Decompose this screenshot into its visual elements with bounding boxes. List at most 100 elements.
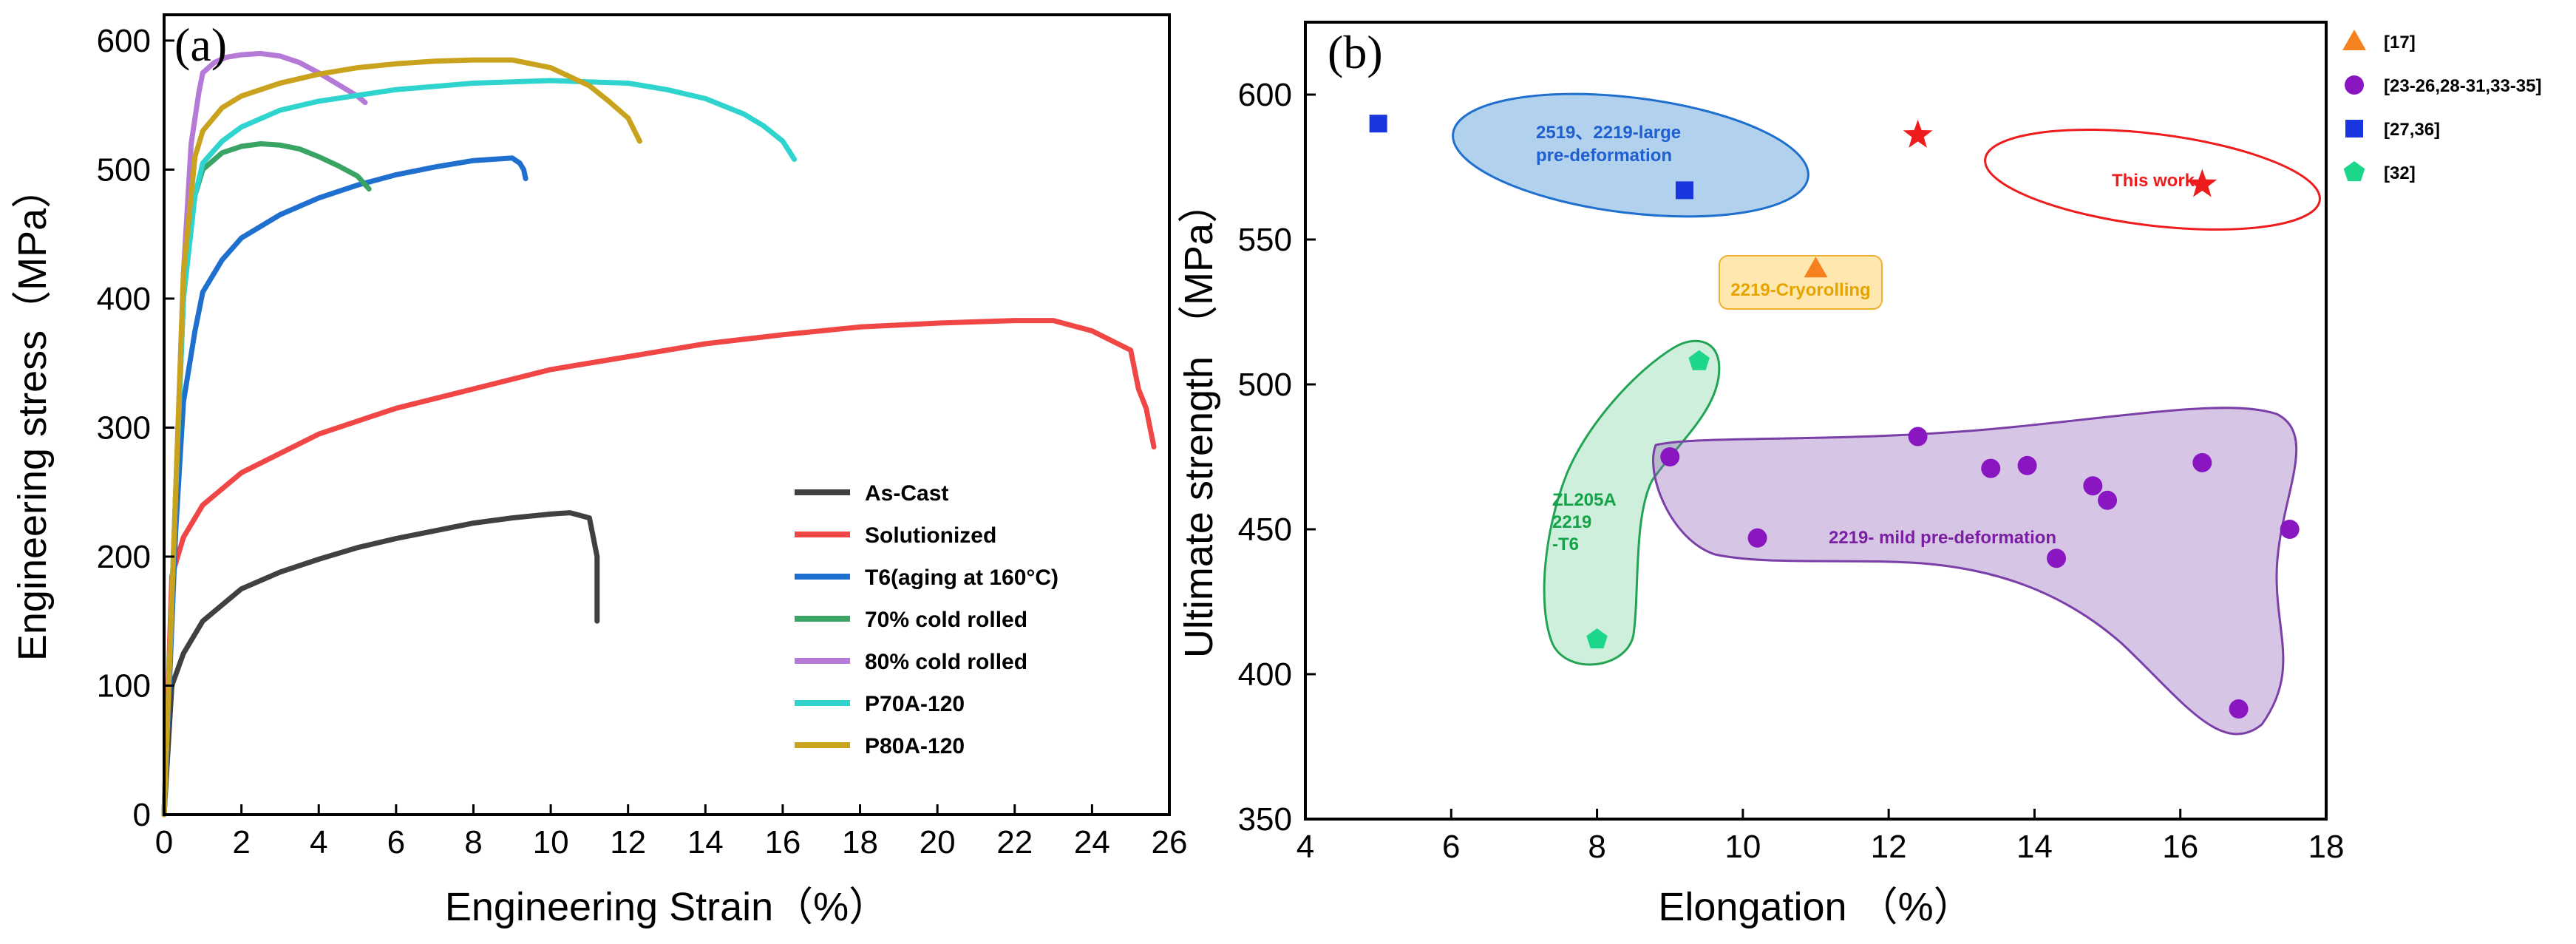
point-1-10	[2280, 520, 2300, 539]
legend-label-3: [32]	[2384, 163, 2416, 183]
series-line-3	[161, 141, 372, 818]
y-tick-label-5: 500	[97, 152, 151, 188]
x-tick-label-8: 16	[764, 824, 801, 860]
x-tick-label-4: 8	[464, 824, 482, 860]
legend-marker-1	[2345, 75, 2364, 95]
region-label-cryorolling: 2219-Cryorolling	[1730, 280, 1870, 300]
x-tick-label-6: 16	[2162, 829, 2198, 865]
panel-a-x-axis-title: Engineering Strain（%）	[445, 885, 888, 929]
x-tick-label-1: 6	[1442, 829, 1460, 865]
x-tick-label-7: 18	[2308, 829, 2345, 865]
y-tick-label-0: 0	[133, 797, 151, 833]
point-3-0	[1586, 628, 1608, 649]
legend-label-5: P70A-120	[865, 692, 965, 716]
legend-label-1: [23-26,28-31,33-35]	[2384, 76, 2541, 96]
x-tick-label-10: 20	[920, 824, 956, 860]
legend-label-2: [27,36]	[2384, 120, 2440, 140]
legend-label-6: P80A-120	[865, 734, 965, 758]
point-1-4	[2017, 455, 2037, 475]
point-2-0	[1369, 115, 1387, 133]
panel-a-y-axis-title: Engineering stress（MPa）	[10, 169, 55, 661]
region-cryorolling	[1719, 255, 1883, 310]
point-1-3	[1981, 458, 2001, 478]
y-tick-label-4: 550	[1238, 222, 1292, 258]
legend-label-2: T6(aging at 160°C)	[865, 566, 1058, 590]
point-4-0	[1903, 119, 1933, 148]
point-3-1	[1688, 350, 1710, 370]
panel-b-y-axis-title: Ultimate strength （MPa）	[1177, 183, 1221, 658]
region-label-mild-pre-deformation: 2219- mild pre-deformation	[1829, 528, 2056, 548]
series-line-6	[161, 57, 642, 818]
panel-a-plot-frame	[163, 13, 1171, 816]
point-1-6	[2083, 476, 2103, 496]
x-tick-label-5: 14	[2016, 829, 2053, 865]
y-tick-label-2: 450	[1238, 512, 1292, 548]
series-line-1	[161, 318, 1157, 818]
panel-b-strength-elongation-chart: 2519、2219-large pre-deformation This work 2…	[1177, 21, 2541, 929]
region-label-this-work: This work	[2112, 171, 2195, 191]
series-line-2	[161, 155, 529, 818]
y-tick-label-4: 400	[97, 281, 151, 317]
panel-a-label: (a)	[174, 18, 227, 71]
x-tick-label-11: 22	[996, 824, 1033, 860]
x-tick-label-0: 4	[1297, 829, 1314, 865]
legend-marker-3	[2343, 161, 2365, 182]
point-1-7	[2098, 490, 2118, 510]
region-zl205a-t6	[1543, 339, 1721, 666]
panel-b-plot-frame	[1304, 21, 2328, 821]
x-tick-label-4: 12	[1871, 829, 1907, 865]
y-tick-label-1: 100	[97, 668, 151, 704]
x-tick-label-7: 14	[687, 824, 724, 860]
region-label-large-pre-deformation-1: 2519、2219-large	[1536, 123, 1681, 143]
legend-label-3: 70% cold rolled	[865, 608, 1027, 632]
region-label-zl205a-t6-2: -T6	[1552, 534, 1579, 554]
x-tick-label-3: 10	[1724, 829, 1761, 865]
y-tick-label-0: 350	[1238, 801, 1292, 838]
series-line-5	[161, 78, 798, 818]
point-1-9	[2229, 699, 2249, 719]
point-0-0	[1804, 257, 1828, 278]
x-tick-label-2: 4	[310, 824, 327, 860]
x-tick-label-1: 2	[232, 824, 250, 860]
panel-b-points-group	[1369, 115, 2300, 719]
region-label-large-pre-deformation-2: pre-deformation	[1536, 146, 1672, 166]
x-tick-label-5: 10	[533, 824, 569, 860]
y-tick-label-3: 300	[97, 410, 151, 446]
panel-b-regions-group: 2519、2219-large pre-deformation This work 2…	[1452, 92, 2321, 736]
region-label-zl205a-t6-1: 2219	[1552, 512, 1591, 532]
panel-a-stress-strain-chart: 0 2 4 6 8 10 12 14 16 18 20 22 24 2601002003004005006…	[10, 13, 1188, 929]
region-this-work	[1984, 128, 2321, 231]
x-tick-label-9: 18	[842, 824, 878, 860]
x-tick-label-3: 6	[387, 824, 405, 860]
y-tick-label-1: 400	[1238, 656, 1292, 693]
y-tick-label-6: 600	[97, 23, 151, 59]
y-tick-label-5: 600	[1238, 77, 1292, 113]
point-1-1	[1747, 528, 1767, 548]
x-tick-label-13: 26	[1152, 824, 1188, 860]
panel-b-legend: [17] [23-26,28-31,33-35] [27,36] [32]	[2342, 30, 2541, 183]
point-4-1	[2187, 169, 2218, 197]
region-mild-pre-deformation	[1652, 407, 2298, 736]
point-1-2	[1908, 427, 1928, 446]
series-line-0	[161, 510, 600, 818]
legend-marker-2	[2345, 120, 2363, 137]
panel-b-label: (b)	[1328, 26, 1383, 78]
panel-a-legend: As-Cast Solutionized T6(aging at 160°C) 70%…	[795, 481, 1058, 758]
legend-label-0: As-Cast	[865, 481, 948, 506]
legend-label-1: Solutionized	[865, 523, 996, 548]
x-tick-label-2: 8	[1588, 829, 1605, 865]
panel-a-series-group	[161, 50, 1157, 818]
point-1-5	[2047, 549, 2067, 568]
legend-label-4: 80% cold rolled	[865, 650, 1027, 674]
y-tick-label-2: 200	[97, 539, 151, 575]
panel-b-x-axis-title: Elongation （%）	[1658, 885, 1973, 929]
region-large-pre-deformation	[1452, 92, 1809, 218]
x-tick-label-6: 12	[610, 824, 646, 860]
x-tick-label-12: 24	[1074, 824, 1110, 860]
legend-marker-0	[2342, 30, 2366, 50]
point-2-1	[1675, 181, 1693, 200]
region-label-zl205a-t6-0: ZL205A	[1552, 490, 1617, 510]
point-1-8	[2192, 452, 2212, 472]
legend-label-0: [17]	[2384, 33, 2416, 52]
